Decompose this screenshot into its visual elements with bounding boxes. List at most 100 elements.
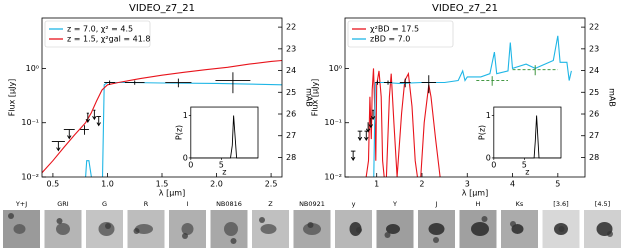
stamp-source bbox=[303, 223, 321, 235]
upper-limit-arrow bbox=[365, 122, 371, 133]
inset-x-tick-label: 0 bbox=[491, 160, 496, 169]
stamp-neighbor bbox=[307, 222, 314, 228]
inset-x-label: z bbox=[222, 167, 226, 176]
chart-title: VIDEO_z7_21 bbox=[129, 3, 195, 14]
inset-frame bbox=[190, 106, 259, 159]
y2-tick-label: 26 bbox=[286, 110, 296, 119]
legend-label: z = 1.5, χ²gal = 41.8 bbox=[67, 35, 150, 44]
inset-y-label: P(z) bbox=[477, 125, 486, 140]
stamp-neighbor bbox=[356, 227, 362, 233]
stamp-label: Y+J bbox=[15, 200, 27, 208]
x-axis-label: λ [μm] bbox=[462, 189, 488, 198]
stamp-neighbor bbox=[56, 218, 63, 224]
y-tick-label: 10⁰ bbox=[26, 64, 39, 73]
plot-frame bbox=[344, 17, 586, 178]
x-axis-label: λ [μm] bbox=[159, 189, 185, 198]
y2-tick-label: 25 bbox=[589, 88, 599, 97]
y-axis-label: Flux [μJy] bbox=[8, 79, 17, 117]
y2-tick-label: 22 bbox=[589, 23, 599, 32]
stamp-neighbor bbox=[433, 237, 439, 243]
y2-tick-label: 28 bbox=[286, 153, 296, 162]
chart-title: VIDEO_z7_21 bbox=[432, 3, 498, 14]
stamp-neighbor bbox=[558, 226, 565, 232]
legend-box bbox=[44, 20, 151, 48]
stamp-source bbox=[181, 223, 194, 235]
stamp-neighbor bbox=[230, 238, 237, 244]
plot-area bbox=[350, 35, 572, 177]
upper-limit-arrow bbox=[370, 110, 376, 121]
x-tick-label: 1 bbox=[374, 180, 379, 189]
stamp-label: y bbox=[352, 200, 356, 208]
stamp-source bbox=[135, 224, 153, 234]
upper-limit-arrow bbox=[85, 113, 91, 124]
y-tick-label: 10⁻¹ bbox=[21, 118, 39, 127]
stamp-label: [4.5] bbox=[595, 200, 610, 208]
inset-y-label: P(z) bbox=[174, 125, 183, 140]
inset-frame bbox=[493, 106, 562, 159]
stamp-label: J bbox=[435, 200, 438, 208]
y2-tick-label: 27 bbox=[286, 131, 296, 140]
inset-y-tick-label: 0 bbox=[486, 153, 491, 162]
inset-x-tick-label: 5 bbox=[219, 160, 224, 169]
y2-tick-label: 26 bbox=[589, 110, 599, 119]
x-tick-label: 5 bbox=[555, 180, 560, 189]
y2-axis-label: mAB bbox=[305, 88, 314, 107]
x-tick-label: 0.5 bbox=[47, 180, 60, 189]
y2-tick-label: 22 bbox=[286, 23, 296, 32]
x-tick-label: 2 bbox=[419, 180, 424, 189]
y-tick-label: 10⁻² bbox=[21, 173, 39, 182]
stamp-label: H bbox=[476, 200, 481, 208]
stamp-label: NB0921 bbox=[299, 200, 325, 208]
stamp-label: Ks bbox=[516, 200, 524, 208]
inset-y-tick-label: 1 bbox=[486, 111, 491, 120]
y-tick-label: 10⁻² bbox=[324, 173, 342, 182]
stamp-neighbor bbox=[182, 233, 188, 239]
upper-limit-arrow bbox=[67, 129, 72, 140]
upper-limit-arrow bbox=[357, 131, 363, 142]
pz-line bbox=[493, 115, 561, 159]
stamp-neighbor bbox=[105, 223, 111, 229]
y2-tick-label: 25 bbox=[286, 88, 296, 97]
inset-y-tick-label: 0 bbox=[183, 153, 188, 162]
x-tick-label: 1.0 bbox=[101, 180, 114, 189]
stamp-neighbor bbox=[510, 221, 516, 227]
upper-limit-arrow bbox=[96, 116, 101, 127]
sed-line bbox=[42, 59, 282, 174]
upper-limit-arrow bbox=[56, 141, 61, 152]
stamp-neighbor bbox=[607, 231, 613, 237]
plot-frame bbox=[41, 17, 283, 178]
legend-label: z = 7.0, χ² = 4.5 bbox=[67, 25, 133, 34]
pz-line bbox=[190, 115, 258, 159]
stamp-neighbor bbox=[481, 216, 488, 222]
upper-limit-arrow bbox=[92, 110, 97, 121]
stamp-source bbox=[56, 223, 70, 235]
stamp-label: GRI bbox=[57, 200, 69, 208]
stamp-neighbor bbox=[8, 213, 14, 219]
x-tick-label: 3 bbox=[465, 180, 470, 189]
y2-axis-label: mAB bbox=[608, 88, 617, 107]
stamp-source bbox=[260, 224, 277, 234]
inset-x-tick-label: 0 bbox=[188, 160, 193, 169]
stamp-label: [3.6] bbox=[553, 200, 568, 208]
sed-line bbox=[365, 68, 441, 177]
inset-x-tick-label: 5 bbox=[522, 160, 527, 169]
stamp-label: NB0816 bbox=[216, 200, 242, 208]
x-tick-label: 2.5 bbox=[265, 180, 278, 189]
stamp-neighbor bbox=[259, 217, 265, 223]
legend-box bbox=[347, 20, 454, 48]
y-tick-label: 10⁰ bbox=[329, 64, 342, 73]
legend-label: χ²BD = 17.5 bbox=[370, 25, 419, 34]
stamp-label: Z bbox=[268, 200, 273, 208]
stamp-label: Y bbox=[392, 200, 397, 208]
x-tick-label: 1.5 bbox=[156, 180, 169, 189]
sed-line bbox=[85, 81, 282, 177]
y-tick-label: 10⁻¹ bbox=[324, 118, 342, 127]
y2-tick-label: 24 bbox=[589, 66, 599, 75]
stamp-label: R bbox=[144, 200, 149, 208]
plot-area bbox=[42, 59, 282, 177]
stamp-source bbox=[471, 222, 489, 236]
stamp-source bbox=[428, 223, 445, 235]
stamp-neighbor bbox=[133, 228, 140, 234]
x-tick-label: 4 bbox=[510, 180, 515, 189]
